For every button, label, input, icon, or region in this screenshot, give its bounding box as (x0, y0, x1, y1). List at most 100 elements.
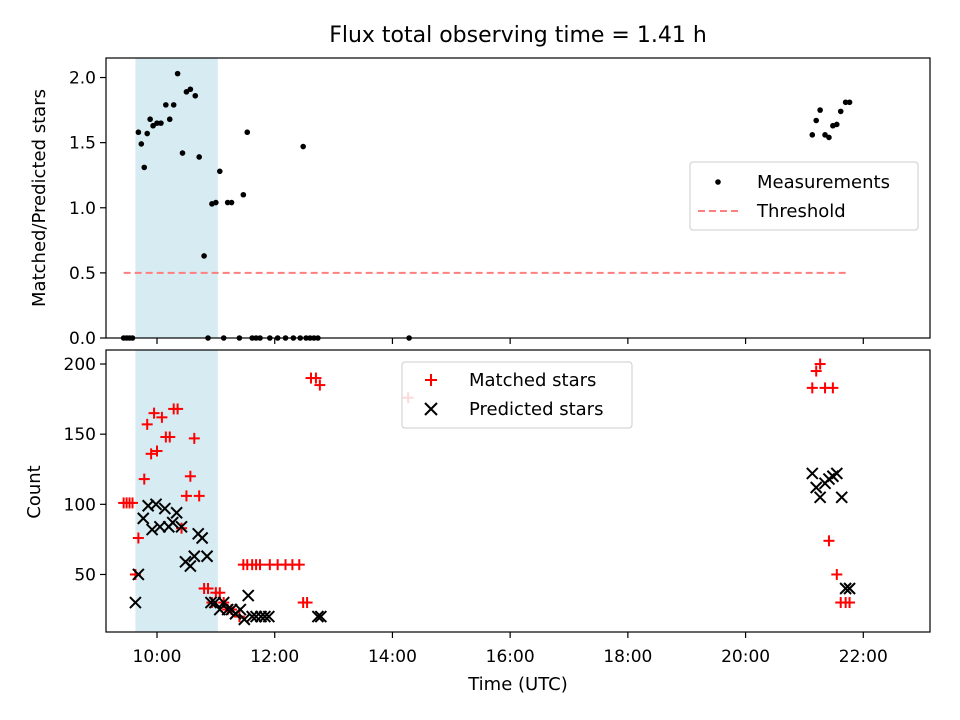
matched-star-point (141, 418, 153, 430)
measurement-point (170, 102, 177, 108)
predicted-star-point (234, 603, 247, 616)
measurement-point (174, 70, 181, 77)
legend-measurements-label: Measurements (757, 172, 890, 193)
predicted-star-point (830, 467, 844, 480)
top-observing-span (135, 58, 218, 338)
predicted-star-point (245, 610, 259, 623)
measurement-point (179, 150, 186, 156)
bottom-y-axis: 50 100 150 200 (64, 355, 106, 585)
top-y-tick-label: 1.5 (69, 134, 96, 154)
legend-predicted-marker (424, 402, 438, 416)
matched-star-point (314, 379, 326, 391)
bottom-x-axis: 10:00 12:00 14:00 16:00 18:00 20:00 22:00 (133, 632, 888, 667)
bottom-y-tick-label: 150 (64, 425, 96, 445)
predicted-star-point (149, 498, 163, 511)
legend-predicted-label: Predicted stars (469, 399, 603, 420)
measurement-point (813, 117, 820, 124)
x-tick-label: 14:00 (368, 647, 417, 667)
predicted-star-point (195, 531, 209, 545)
matched-star-point (814, 358, 826, 370)
matched-star-point (202, 583, 214, 595)
predicted-star-point (129, 596, 142, 609)
bottom-y-tick-label: 100 (64, 495, 96, 515)
predicted-star-point (170, 506, 183, 519)
legend-threshold-label: Threshold (756, 201, 846, 222)
matched-star-point (188, 432, 200, 444)
predicted-star-point (153, 520, 167, 533)
predicted-star-point (813, 491, 827, 504)
predicted-star-point (184, 559, 197, 573)
measurement-point (809, 132, 816, 138)
matched-star-point (831, 568, 843, 580)
measurement-point (213, 199, 219, 206)
measurement-point (244, 129, 251, 136)
predicted-star-point (835, 491, 848, 504)
measurement-point (135, 129, 142, 136)
bottom-plot-frame (105, 349, 931, 633)
matched-star-point (823, 535, 835, 547)
bottom-star-marks (118, 358, 856, 626)
measurement-point (144, 130, 150, 137)
measurement-point (846, 99, 853, 106)
predicted-star-point (238, 613, 251, 626)
matched-star-point (156, 411, 168, 423)
top-y-tick-label: 2.0 (69, 69, 96, 89)
top-x-axis (156, 338, 864, 344)
predicted-star-point (262, 610, 276, 623)
top-y-tick-label: 0.5 (69, 264, 96, 284)
measurement-point (154, 120, 160, 126)
predicted-star-point (843, 582, 856, 595)
matched-star-point (193, 490, 205, 502)
predicted-star-point (145, 523, 159, 536)
measurement-point (842, 99, 849, 106)
matched-star-point (214, 587, 226, 599)
measurement-point (837, 108, 844, 115)
predicted-star-point (188, 550, 201, 563)
x-tick-label: 22:00 (839, 647, 888, 667)
x-tick-label: 12:00 (250, 647, 299, 667)
matched-star-point (180, 490, 192, 502)
x-tick-label: 10:00 (133, 647, 182, 667)
bottom-y-axis-label: Count (24, 465, 45, 518)
matched-star-point (810, 365, 822, 377)
measurement-point (216, 168, 223, 175)
matched-star-point (172, 403, 184, 415)
legend-measurements-marker (715, 179, 721, 185)
measurement-point (158, 120, 164, 126)
measurement-point (138, 141, 145, 147)
matched-star-point (844, 597, 856, 609)
measurement-point (228, 199, 235, 206)
matched-star-point (126, 497, 138, 509)
predicted-star-point (806, 467, 819, 480)
matched-star-point (151, 445, 163, 457)
predicted-star-point (204, 596, 218, 609)
predicted-star-point (200, 550, 214, 563)
predicted-star-point (311, 610, 325, 623)
measurement-point (300, 143, 306, 150)
x-tick-label: 18:00 (603, 647, 652, 667)
measurement-point (240, 191, 247, 198)
predicted-star-point (258, 610, 272, 623)
bottom-observing-span (135, 350, 218, 632)
predicted-star-point (132, 568, 145, 581)
predicted-star-point (208, 596, 222, 609)
measurement-point (166, 116, 173, 123)
predicted-star-point (175, 520, 188, 533)
x-axis-label: Time (UTC) (467, 674, 568, 695)
top-y-axis: 0.0 0.5 1.0 1.5 2.0 (69, 69, 106, 349)
top-plot: 0.00.51.01.52.0 Matched/Predicted stars … (29, 57, 931, 349)
legend-matched-marker (425, 374, 437, 386)
matched-star-point (148, 407, 160, 419)
top-y-axis-label: Matched/Predicted stars (29, 89, 50, 307)
x-tick-label: 20:00 (721, 647, 770, 667)
measurement-point (201, 253, 207, 259)
measurement-point (224, 199, 231, 206)
top-y-tick-label: 1.0 (69, 199, 96, 219)
measurement-point (187, 86, 194, 93)
measurement-point (826, 134, 832, 141)
matched-star-point (254, 559, 266, 571)
predicted-star-point (137, 512, 150, 525)
top-y-tick-label: 0.0 (69, 329, 96, 349)
chart-title: Flux total observing time = 1.41 h (329, 23, 707, 48)
